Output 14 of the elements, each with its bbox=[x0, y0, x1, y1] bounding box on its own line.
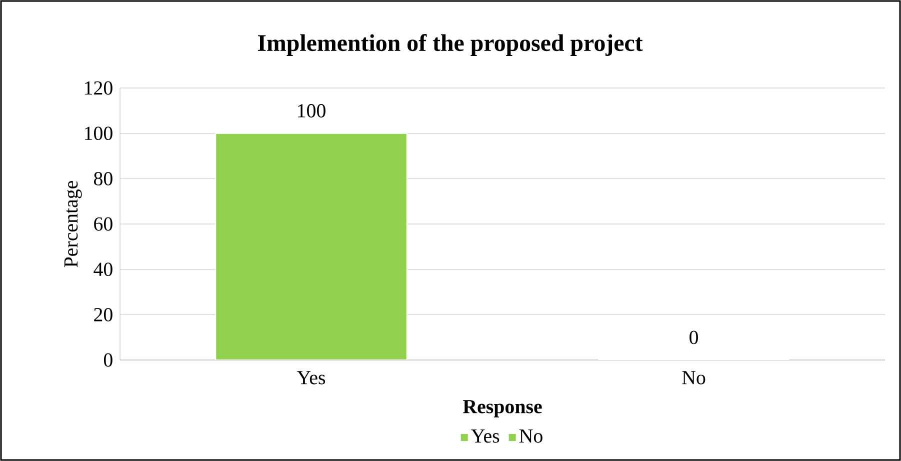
y-tick-label: 40 bbox=[94, 262, 112, 276]
y-tick-label: 100 bbox=[85, 126, 112, 140]
y-tick-label: 80 bbox=[94, 172, 112, 186]
y-tick-label: 20 bbox=[94, 308, 112, 322]
data-label: 0 bbox=[690, 330, 698, 344]
y-tick-label: 120 bbox=[85, 81, 112, 95]
legend-label: Yes bbox=[471, 430, 500, 443]
y-axis-title: Percentage bbox=[64, 180, 82, 268]
chart-title: Implemention of the proposed project bbox=[258, 34, 643, 56]
legend-label: No bbox=[519, 430, 542, 443]
y-tick-label: 60 bbox=[94, 217, 112, 231]
data-label: 100 bbox=[298, 104, 326, 118]
y-tick-label: 0 bbox=[104, 353, 112, 367]
x-axis-title: Response bbox=[462, 400, 542, 418]
